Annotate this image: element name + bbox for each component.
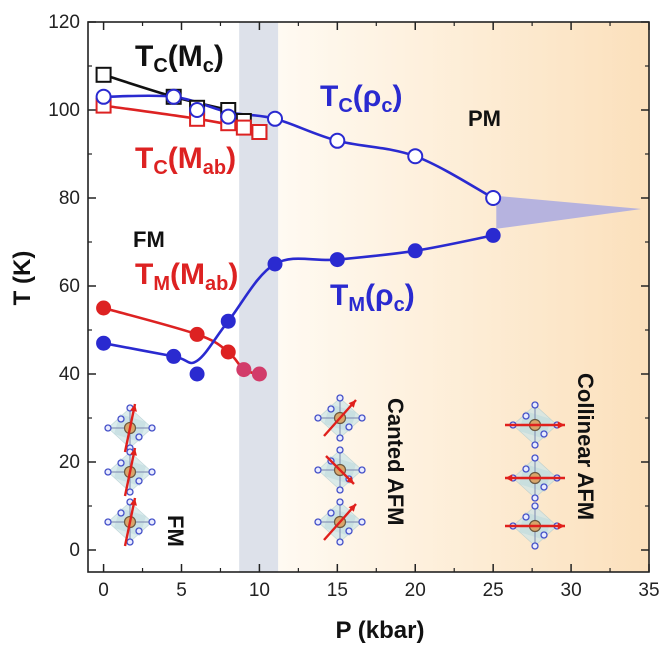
data-points bbox=[95, 66, 502, 382]
data-point-open-circle bbox=[267, 110, 283, 127]
spin-arrow bbox=[123, 447, 137, 497]
y-tick-label: 120 bbox=[48, 12, 80, 33]
data-point-square bbox=[95, 66, 112, 83]
y-tick-label: 100 bbox=[48, 100, 80, 121]
data-point-open-circle bbox=[329, 132, 346, 149]
y-tick-label: 0 bbox=[69, 540, 80, 561]
label-tm-mab: TM(Mab) bbox=[135, 258, 238, 295]
label-collinear-afm: Collinear AFM bbox=[573, 373, 598, 520]
label-tc-rhoc: TC(ρc) bbox=[320, 80, 402, 117]
y-tick-label: 80 bbox=[59, 188, 80, 209]
data-point-filled-circle bbox=[166, 348, 182, 364]
data-point-square bbox=[235, 119, 252, 136]
x-tick-label: 0 bbox=[98, 580, 109, 601]
label-tm-rhoc: TM(ρc) bbox=[330, 279, 415, 316]
series-2 bbox=[95, 88, 502, 206]
plot-frame bbox=[87, 21, 650, 573]
spin-arrow bbox=[505, 421, 565, 429]
label-tc-mab: TC(Mab) bbox=[135, 142, 236, 179]
y-tick-label: 60 bbox=[59, 276, 80, 297]
data-point-filled-circle bbox=[189, 326, 205, 342]
x-tick-label: 25 bbox=[483, 580, 504, 601]
data-point-open-circle bbox=[220, 108, 237, 125]
data-point-filled-circle bbox=[251, 366, 267, 382]
spin-arrow bbox=[505, 474, 565, 482]
y-tick-label: 20 bbox=[59, 452, 80, 473]
axes: 0 5 10 15 20 25 30 35 0 20 40 60 80 100 120 bbox=[48, 12, 659, 601]
data-point-filled-circle bbox=[220, 313, 236, 329]
tm-mab-curve bbox=[103, 306, 260, 376]
data-point-open-circle bbox=[485, 190, 502, 206]
spin-arrow bbox=[323, 399, 357, 437]
data-point-open-circle bbox=[165, 88, 182, 105]
data-point-filled-circle bbox=[485, 227, 501, 243]
data-point-filled-circle bbox=[189, 366, 205, 382]
spin-arrow bbox=[323, 503, 357, 541]
data-point-filled-circle bbox=[220, 344, 236, 360]
x-tick-label: 20 bbox=[405, 580, 426, 601]
data-point-open-circle bbox=[95, 88, 112, 105]
x-tick-label: 10 bbox=[249, 580, 270, 601]
series-3 bbox=[96, 300, 267, 382]
label-tc-mc: TC(Mc) bbox=[135, 40, 224, 77]
label-pm: PM bbox=[468, 106, 501, 131]
series-4 bbox=[96, 227, 501, 382]
x-tick-label: 35 bbox=[638, 580, 659, 601]
x-axis-label: P (kbar) bbox=[336, 617, 425, 644]
spin-arrow bbox=[123, 403, 137, 453]
x-tick-label: 30 bbox=[561, 580, 582, 601]
data-point-filled-circle bbox=[96, 335, 112, 351]
spin-structure-illustrations bbox=[104, 394, 565, 550]
data-point-filled-circle bbox=[236, 362, 252, 378]
extrapolation-wedge bbox=[496, 195, 642, 229]
x-tick-label: 15 bbox=[327, 580, 348, 601]
y-axis-label: T (K) bbox=[9, 251, 36, 306]
spin-arrow bbox=[505, 522, 565, 530]
spin-arrow bbox=[325, 455, 355, 485]
spin-arrow bbox=[123, 497, 137, 547]
data-point-open-circle bbox=[189, 102, 206, 118]
data-point-filled-circle bbox=[329, 252, 345, 268]
data-point-filled-circle bbox=[267, 256, 283, 272]
data-point-filled-circle bbox=[96, 300, 112, 316]
data-point-square bbox=[251, 124, 268, 140]
label-fm: FM bbox=[133, 227, 165, 252]
data-point-filled-circle bbox=[407, 243, 423, 259]
label-canted-afm: Canted AFM bbox=[383, 398, 408, 526]
x-tick-label: 5 bbox=[176, 580, 187, 601]
label-fm-vertical: FM bbox=[163, 515, 188, 547]
y-tick-label: 40 bbox=[59, 364, 80, 385]
data-point-open-circle bbox=[407, 148, 424, 165]
